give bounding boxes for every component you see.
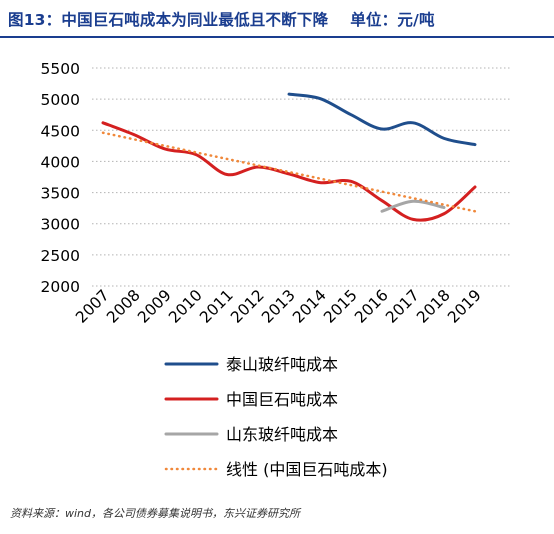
series-line-jushi — [101, 121, 477, 222]
series-line-shandong — [380, 199, 446, 213]
chart-unit: 单位：元/吨 — [350, 11, 435, 29]
source-note: 资料来源：wind，各公司债券募集说明书，东兴证券研究所 — [10, 507, 301, 520]
x-tick-label: 2008 — [103, 286, 144, 327]
x-tick-label: 2016 — [351, 286, 392, 327]
x-tick-label: 2010 — [165, 286, 206, 327]
legend-label-shandong: 山东玻纤吨成本 — [226, 425, 338, 444]
x-tick-label: 2015 — [320, 286, 361, 327]
y-tick-label: 5000 — [41, 91, 80, 109]
legend-label-trend: 线性 (中国巨石吨成本) — [226, 460, 388, 479]
chart-title: 图13：中国巨石吨成本为同业最低且不断下降 单位：元/吨 — [8, 8, 435, 30]
y-tick-label: 2000 — [41, 278, 80, 296]
y-tick-label: 2500 — [41, 247, 80, 265]
y-tick-label: 4000 — [41, 153, 80, 171]
x-tick-label: 2019 — [444, 286, 485, 327]
chart-title-text: 图13：中国巨石吨成本为同业最低且不断下降 — [8, 11, 329, 29]
x-tick-label: 2013 — [258, 286, 299, 327]
title-divider — [0, 36, 554, 38]
x-tick-label: 2014 — [289, 286, 330, 327]
x-tick-label: 2017 — [382, 286, 423, 327]
series-line-trend — [101, 131, 477, 213]
x-tick-label: 2011 — [196, 286, 237, 327]
y-tick-label: 5500 — [41, 60, 80, 78]
legend-label-jushi: 中国巨石吨成本 — [226, 390, 338, 409]
y-tick-label: 4500 — [41, 122, 80, 140]
y-tick-label: 3500 — [41, 185, 80, 203]
x-tick-label: 2009 — [134, 286, 175, 327]
legend-label-taishan: 泰山玻纤吨成本 — [226, 355, 338, 374]
series-line-taishan — [287, 92, 477, 147]
x-tick-label: 2018 — [413, 286, 454, 327]
x-tick-label: 2012 — [227, 286, 268, 327]
y-tick-label: 3000 — [41, 216, 80, 234]
